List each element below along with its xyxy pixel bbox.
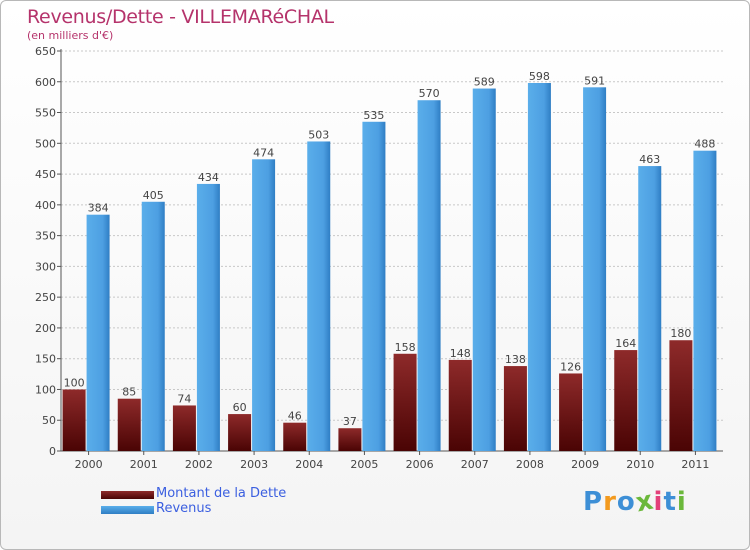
bar-revenue-2007	[472, 88, 496, 452]
bar-revenue-2004	[307, 141, 331, 451]
logo-letter: r	[603, 487, 617, 517]
bar-debt-2010	[614, 350, 638, 451]
bar-debt-2007	[448, 359, 472, 451]
data-label-revenue-2004: 503	[308, 128, 329, 141]
bar-revenue-2005	[362, 121, 386, 452]
data-label-revenue-2005: 535	[363, 109, 384, 122]
bar-debt-2002	[172, 405, 196, 451]
y-tick-label: 250	[35, 291, 56, 304]
bar-debt-2005	[338, 428, 362, 451]
y-tick-label: 200	[35, 322, 56, 335]
data-label-debt-2005: 37	[343, 415, 357, 428]
proxiti-logo: Proxiti	[583, 485, 687, 518]
x-tick-label: 2011	[681, 458, 709, 471]
data-label-revenue-2008: 598	[529, 70, 550, 83]
bar-revenue-2002	[196, 183, 220, 451]
chart-subtitle: (en milliers d'€)	[27, 29, 114, 42]
chart-title: Revenus/Dette - VILLEMARéCHAL	[27, 6, 334, 28]
x-tick-label: 2009	[571, 458, 599, 471]
data-label-revenue-2010: 463	[639, 153, 660, 166]
bar-debt-2000	[62, 389, 86, 451]
data-label-revenue-2011: 488	[694, 138, 715, 151]
bar-revenue-2003	[252, 159, 276, 452]
data-label-debt-2009: 126	[560, 360, 581, 373]
data-label-debt-2010: 164	[615, 337, 636, 350]
x-tick-label: 2007	[461, 458, 489, 471]
x-tick-label: 2005	[350, 458, 378, 471]
x-tick-label: 2002	[185, 458, 213, 471]
data-label-revenue-2009: 591	[584, 74, 605, 87]
bar-debt-2003	[228, 414, 252, 451]
x-tick-label: 2006	[406, 458, 434, 471]
bar-debt-2006	[393, 353, 417, 451]
bar-debt-2011	[669, 340, 693, 451]
bar-debt-2001	[117, 398, 141, 451]
x-tick-label: 2001	[130, 458, 158, 471]
bar-revenue-2010	[638, 166, 662, 452]
legend-label-revenue: Revenus	[156, 501, 212, 516]
bar-revenue-2000	[86, 214, 110, 451]
logo-letter: t	[663, 487, 677, 517]
data-label-revenue-2003: 474	[253, 146, 274, 159]
x-tick-label: 2000	[75, 458, 103, 471]
bar-revenue-2008	[527, 83, 551, 451]
bar-debt-2008	[503, 366, 527, 451]
x-tick-label: 2003	[240, 458, 268, 471]
data-label-revenue-2001: 405	[143, 189, 164, 202]
logo-letter: o	[616, 487, 636, 517]
y-tick-label: 0	[49, 445, 56, 458]
data-label-debt-2002: 74	[177, 392, 191, 405]
y-tick-label: 300	[35, 260, 56, 273]
data-label-debt-2003: 60	[233, 401, 247, 414]
legend-swatch-revenue	[101, 506, 154, 514]
bar-revenue-2001	[141, 201, 165, 451]
y-tick-label: 650	[35, 45, 56, 58]
y-tick-label: 50	[42, 414, 56, 427]
logo-letter: i	[676, 487, 687, 517]
logo-letter: P	[583, 487, 604, 517]
data-label-revenue-2000: 384	[88, 202, 109, 215]
bar-revenue-2006	[417, 100, 441, 451]
y-tick-label: 350	[35, 230, 56, 243]
data-label-debt-2007: 148	[450, 347, 471, 360]
data-label-debt-2008: 138	[505, 353, 526, 366]
y-tick-label: 450	[35, 168, 56, 181]
y-tick-label: 100	[35, 383, 56, 396]
legend-label-debt: Montant de la Dette	[156, 486, 287, 501]
data-label-debt-2000: 100	[64, 376, 85, 389]
data-label-revenue-2006: 570	[419, 87, 440, 100]
data-label-debt-2011: 180	[670, 327, 691, 340]
x-tick-label: 2008	[516, 458, 544, 471]
y-tick-label: 500	[35, 137, 56, 150]
data-label-debt-2006: 158	[395, 341, 416, 354]
y-tick-label: 150	[35, 353, 56, 366]
bar-debt-2009	[559, 373, 583, 451]
data-label-debt-2004: 46	[288, 410, 302, 423]
data-label-debt-2001: 85	[122, 386, 136, 399]
bar-revenue-2009	[583, 87, 607, 452]
y-tick-label: 550	[35, 107, 56, 120]
x-tick-label: 2010	[626, 458, 654, 471]
x-tick-label: 2004	[295, 458, 323, 471]
y-tick-label: 400	[35, 199, 56, 212]
bar-revenue-2011	[693, 150, 717, 451]
data-label-revenue-2002: 434	[198, 171, 219, 184]
logo-letter: i	[653, 487, 664, 517]
bar-debt-2004	[283, 422, 307, 451]
y-tick-label: 600	[35, 76, 56, 89]
data-label-revenue-2007: 589	[474, 76, 495, 89]
legend-swatch-debt	[101, 491, 154, 499]
